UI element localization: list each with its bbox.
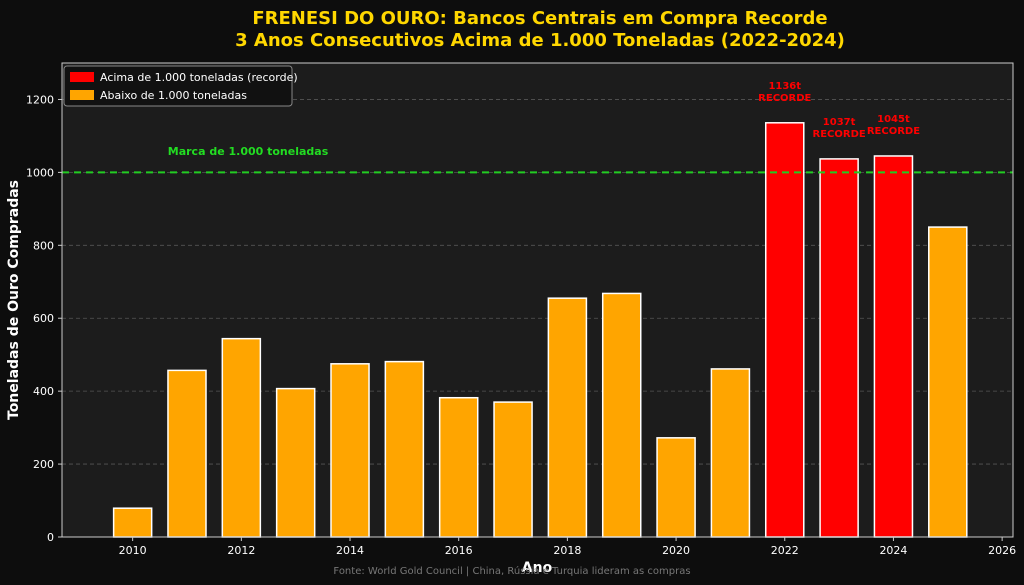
bar-2024 [873, 155, 914, 538]
annotation-label-2024: RECORDE [867, 126, 920, 137]
x-tick-label: 2022 [771, 544, 799, 557]
legend-label-above: Acima de 1.000 toneladas (recorde) [100, 71, 298, 84]
bar-2025 [928, 226, 968, 538]
legend-box [63, 65, 293, 107]
bar-2017 [493, 401, 533, 538]
plot-frame [61, 62, 1014, 538]
ticks: 0 200 400 600 800 1000 1200 2010 2012 2014 2016 201… [26, 93, 1016, 557]
annotation-label-2022: RECORDE [758, 93, 811, 104]
legend-swatch-below [70, 90, 94, 100]
bars [112, 122, 968, 538]
x-tick-label: 2024 [879, 544, 907, 557]
annotation-label-2023: RECORDE [813, 129, 866, 140]
bar-2020 [656, 437, 696, 538]
bar-2016 [438, 396, 479, 538]
y-tick-label: 1000 [26, 166, 54, 179]
y-tick-label: 800 [33, 239, 54, 252]
chart-subtitle: 3 Anos Consecutivos Acima de 1.000 Tonel… [235, 30, 845, 51]
x-tick-label: 2018 [553, 544, 581, 557]
bar-2018 [547, 297, 588, 538]
y-tick-label: 0 [47, 531, 54, 544]
y-axis-title: Toneladas de Ouro Compradas [6, 180, 22, 420]
x-tick-label: 2020 [662, 544, 690, 557]
annotation-value-2022: 1136t [768, 81, 801, 92]
bar-2011 [167, 369, 207, 538]
x-axis-title: Ano [522, 560, 553, 576]
y-tick-label: 200 [33, 458, 54, 471]
bar-2013 [275, 387, 316, 538]
x-tick-label: 2026 [988, 544, 1016, 557]
bar-2023 [819, 158, 859, 538]
bar-2022 [764, 122, 805, 538]
bar-2010 [112, 507, 153, 538]
bar-2012 [221, 337, 262, 538]
x-tick-label: 2012 [227, 544, 255, 557]
legend: Acima de 1.000 toneladas (recorde) Abaix… [63, 65, 298, 107]
x-tick-label: 2010 [119, 544, 147, 557]
x-tick-label: 2014 [336, 544, 364, 557]
chart-title: FRENESI DO OURO: Bancos Centrais em Comp… [252, 8, 827, 29]
annotation-value-2024: 1045t [877, 114, 910, 125]
bar-2014 [330, 363, 370, 538]
annotation-value-2023: 1037t [823, 117, 856, 128]
y-tick-label: 400 [33, 385, 54, 398]
y-tick-label: 1200 [26, 93, 54, 106]
x-tick-label: 2016 [445, 544, 473, 557]
legend-swatch-above [70, 72, 94, 82]
bar-2021 [710, 368, 751, 538]
source-note: Fonte: World Gold Council | China, Rússi… [333, 565, 690, 577]
threshold-label: Marca de 1.000 toneladas [168, 145, 329, 158]
bar-2019 [601, 292, 642, 538]
y-tick-label: 600 [33, 312, 54, 325]
bar-2015 [384, 360, 425, 538]
legend-label-below: Abaixo de 1.000 toneladas [100, 89, 247, 102]
